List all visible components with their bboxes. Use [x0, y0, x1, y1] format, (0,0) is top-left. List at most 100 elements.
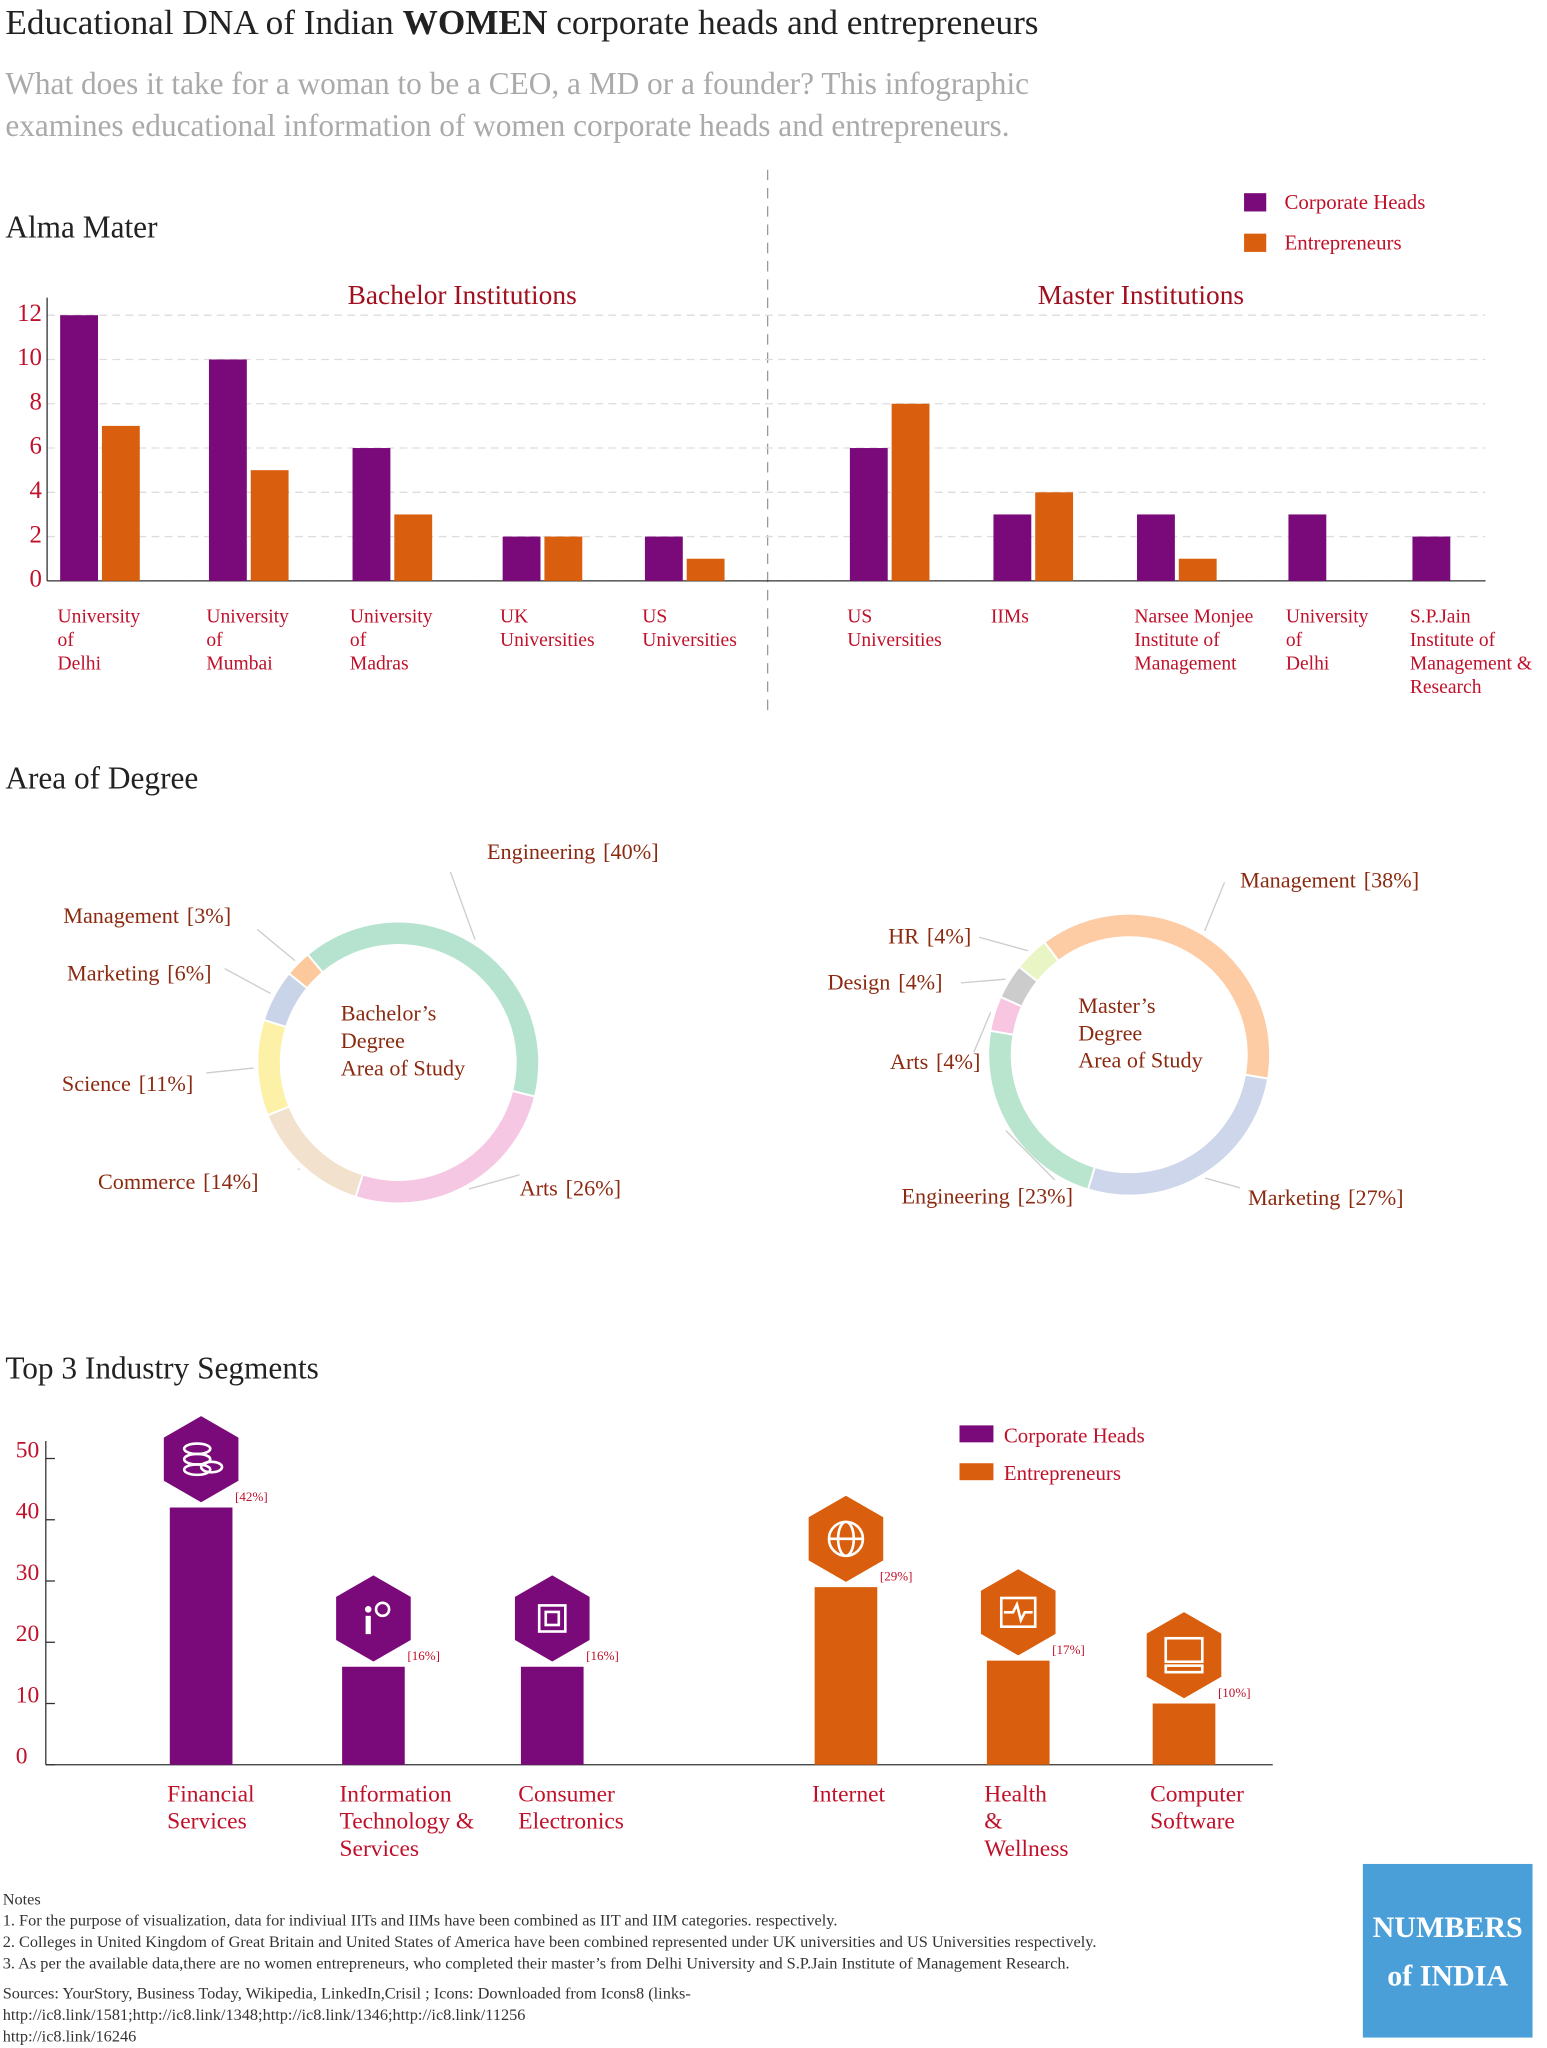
y-tick-label: 40 — [16, 1499, 39, 1525]
bar — [1137, 514, 1175, 581]
slice-label: Engineering [40%] — [487, 839, 659, 864]
slice-name: Marketing — [1248, 1185, 1340, 1210]
bar — [849, 448, 888, 581]
donut-slice — [1017, 940, 1060, 983]
legend-swatch — [1244, 193, 1267, 212]
icon — [544, 1610, 561, 1627]
icon — [1164, 1664, 1204, 1674]
x-tick-label: Health & Wellness — [984, 1781, 1068, 1862]
leader-line — [1005, 1130, 1056, 1181]
x-tick-label-line: Delhi — [58, 654, 102, 675]
leader-line — [960, 978, 1006, 984]
bar — [993, 514, 1032, 581]
bar — [250, 470, 289, 581]
x-tick-label-line: of — [350, 630, 367, 651]
x-tick-label-line: Institute of — [1410, 630, 1496, 651]
x-tick-label-line: Narsee Monjee — [1134, 607, 1253, 628]
x-tick-label-line: UK — [500, 607, 528, 628]
y-tick-label: 10 — [17, 344, 42, 371]
legend-label: Entrepreneurs — [1004, 1461, 1121, 1485]
bar — [394, 514, 433, 581]
x-tick-label-line: Consumer — [518, 1781, 615, 1807]
title: Educational DNA of Indian WOMEN corporat… — [5, 3, 1038, 42]
logo-text-line: of INDIA — [1387, 1959, 1508, 1992]
bar — [60, 315, 99, 581]
x-tick-label-line: IIMs — [991, 607, 1029, 628]
leader-line — [224, 967, 272, 995]
icon — [537, 1604, 567, 1633]
value-label: [16%] — [586, 1648, 619, 1663]
slice-label: Commerce [14%] — [98, 1169, 259, 1194]
center-label-line: Degree — [341, 1028, 405, 1053]
title-part: Educational DNA of Indian — [5, 3, 402, 42]
value-label: [29%] — [880, 1569, 913, 1584]
slice-name: Marketing — [67, 960, 159, 985]
slice-name: Management — [1240, 868, 1357, 893]
note-line: 3. As per the available data,there are n… — [3, 1953, 1070, 1972]
x-tick-label: Narsee Monjee Institute of Management — [1134, 607, 1253, 675]
x-tick-label: Computer Software — [1150, 1781, 1244, 1834]
x-tick-label-line: Universities — [847, 630, 942, 651]
x-tick-label-line: University — [206, 607, 289, 628]
legend-label: Corporate Heads — [1004, 1423, 1145, 1447]
donut-slice — [354, 1089, 537, 1205]
slice-name: Engineering — [901, 1183, 1009, 1208]
icon — [364, 1606, 372, 1613]
y-tick-label: 30 — [16, 1560, 39, 1586]
icon — [365, 1615, 371, 1635]
icon-hexagon — [336, 1575, 411, 1662]
bar — [101, 425, 140, 581]
icon — [374, 1601, 391, 1618]
slice-label: Management [38%] — [1240, 868, 1419, 893]
center-label-line: Area of Study — [341, 1056, 465, 1081]
y-tick-label: 2 — [29, 521, 41, 548]
note-line: 2. Colleges in United Kingdom of Great B… — [3, 1932, 1097, 1951]
center-label-line: Master’s — [1078, 993, 1155, 1018]
title-part: WOMEN — [403, 3, 548, 42]
slice-label: Management [3%] — [63, 903, 231, 928]
slice-value: [4%] — [936, 1049, 980, 1074]
section-title: Alma Mater — [5, 210, 158, 245]
logo-text: NUMBERS of INDIA — [1373, 1911, 1523, 1992]
sources: Sources: YourStory, Business Today, Wiki… — [3, 1983, 691, 2045]
icon — [182, 1442, 212, 1456]
icon — [1164, 1636, 1204, 1664]
x-tick-label-line: Software — [1150, 1809, 1235, 1835]
x-tick-label-line: Computer — [1150, 1781, 1244, 1807]
slice-label: HR [4%] — [888, 924, 971, 949]
bar — [1288, 514, 1327, 581]
bar — [1035, 492, 1074, 581]
bar — [342, 1666, 405, 1765]
x-tick-label-line: Mumbai — [206, 654, 273, 675]
x-tick-label: University of Mumbai — [206, 607, 289, 675]
bar — [169, 1507, 233, 1765]
icon-hexagon — [1146, 1612, 1222, 1699]
slice-value: [11%] — [139, 1071, 194, 1096]
bar — [1152, 1703, 1216, 1765]
x-tick-label-line: of — [1286, 630, 1303, 651]
icon-hexagon — [163, 1416, 239, 1503]
bar — [814, 1587, 878, 1765]
panel-title: Master Institutions — [1038, 280, 1244, 310]
icon — [199, 1460, 224, 1474]
note-line: 1. For the purpose of visualization, dat… — [3, 1910, 838, 1929]
value-label: [42%] — [235, 1489, 268, 1504]
donut-slice — [1086, 1073, 1270, 1197]
section-title: Top 3 Industry Segments — [5, 1350, 319, 1385]
subtitle-line: examines educational information of wome… — [5, 108, 1009, 143]
x-tick-label: Information Technology & Services — [339, 1781, 474, 1862]
slice-value: [4%] — [927, 924, 971, 949]
sources-line: http://ic8.link/1581;http://ic8.link/134… — [3, 2005, 526, 2024]
x-tick-label-line: Madras — [350, 654, 409, 675]
x-tick-label-line: Internet — [812, 1781, 885, 1807]
x-tick-label-line: Electronics — [518, 1809, 624, 1835]
title-part: corporate heads and entrepreneurs — [547, 3, 1038, 42]
slice-value: [6%] — [167, 960, 211, 985]
x-tick-label-line: S.P.Jain — [1410, 607, 1471, 628]
slice-value: [14%] — [203, 1169, 258, 1194]
legend-label: Entrepreneurs — [1285, 230, 1402, 254]
icon — [1003, 1600, 1033, 1624]
sources-line: Sources: YourStory, Business Today, Wiki… — [3, 1983, 691, 2002]
slice-name: Commerce — [98, 1169, 195, 1194]
